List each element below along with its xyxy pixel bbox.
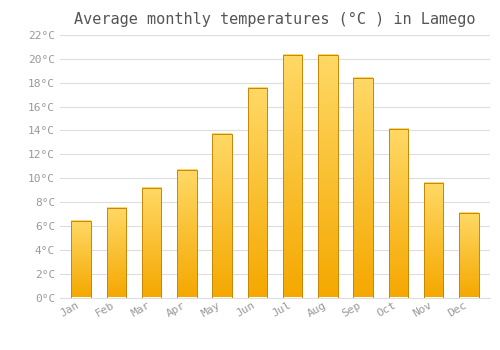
Bar xyxy=(177,170,197,298)
Bar xyxy=(248,88,267,298)
Bar xyxy=(106,208,126,298)
Bar xyxy=(424,183,444,298)
Bar xyxy=(388,129,408,298)
Bar xyxy=(142,188,162,298)
Bar xyxy=(283,55,302,298)
Bar xyxy=(459,213,478,298)
Bar xyxy=(354,78,373,298)
Bar xyxy=(318,55,338,298)
Title: Average monthly temperatures (°C ) in Lamego: Average monthly temperatures (°C ) in La… xyxy=(74,12,476,27)
Bar xyxy=(212,134,232,298)
Bar xyxy=(72,221,91,298)
